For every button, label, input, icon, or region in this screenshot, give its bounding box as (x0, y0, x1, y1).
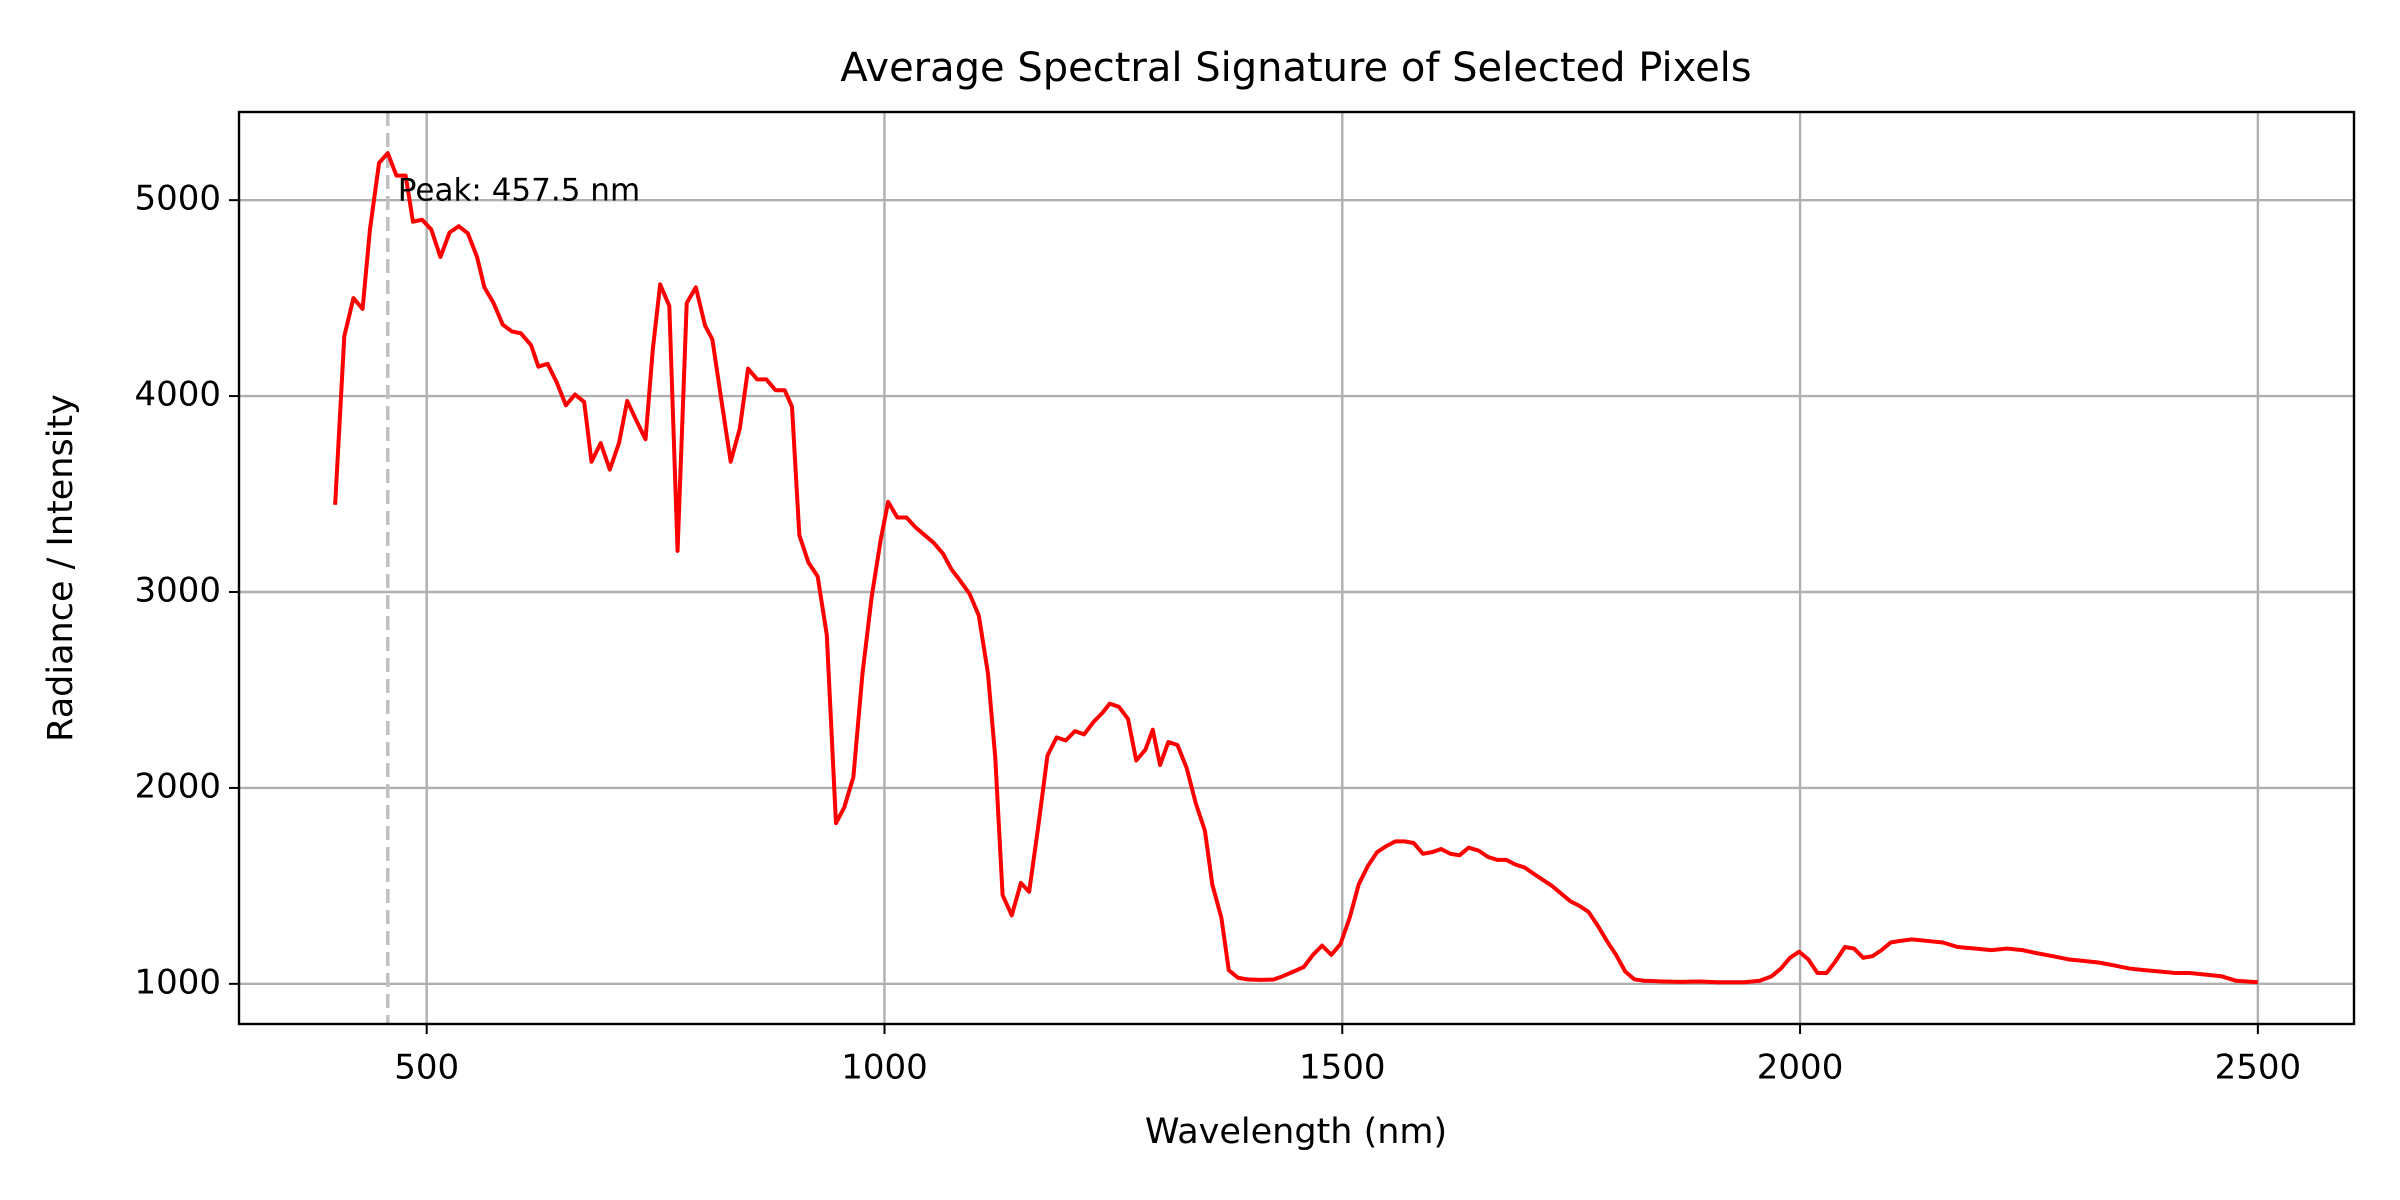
x-axis-label: Wavelength (nm) (1145, 1112, 1447, 1152)
annotation: Peak: 457.5 nm (398, 173, 640, 209)
chart-title: Average Spectral Signature of Selected P… (840, 45, 1751, 91)
y-tick-label: 2000 (134, 766, 221, 806)
y-tick-label: 1000 (134, 962, 221, 1002)
x-tick-label: 500 (394, 1048, 459, 1088)
x-tick-label: 2500 (2215, 1048, 2302, 1088)
plot-frame (237, 110, 2356, 1026)
plot-area: 500 1000 1500 2000 2500 1000 2000 3000 4000 5000 P… (134, 110, 2356, 1088)
y-tick-label: 5000 (134, 179, 221, 219)
x-tick-label: 1500 (1299, 1048, 1386, 1088)
y-axis-label: Radiance / Intensity (41, 394, 81, 742)
spectrum-line (333, 151, 2259, 985)
y-tick-label: 4000 (134, 375, 221, 415)
y-tick-label: 3000 (134, 571, 221, 611)
x-tick-label: 1000 (841, 1048, 928, 1088)
x-tick-label: 2000 (1757, 1048, 1844, 1088)
